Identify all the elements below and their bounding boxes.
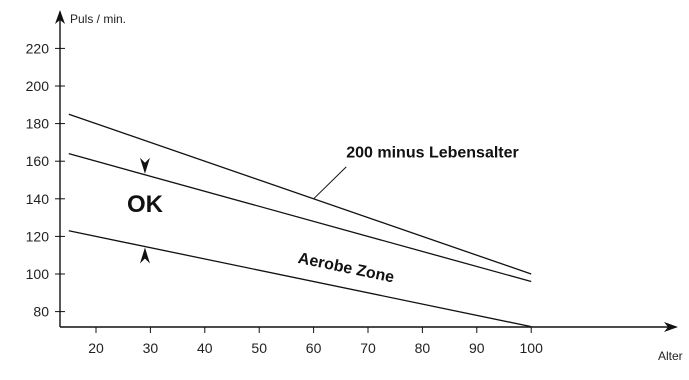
- series-line-upper-bound: [68, 153, 532, 283]
- series-label-callout: [313, 166, 347, 200]
- x-tick-label: 60: [306, 340, 322, 356]
- ok-label: OK: [127, 191, 164, 218]
- y-axis-ticks: 80 100 120 140 160 180 200 220: [26, 40, 65, 320]
- y-tick-label: 200: [26, 78, 50, 94]
- series-line-lower-bound: [68, 230, 532, 328]
- arrow-down-icon: [139, 157, 150, 174]
- x-axis-ticks: 20 30 40 50 60 70 80 90 100: [88, 327, 543, 356]
- x-tick-label: 90: [469, 340, 485, 356]
- y-tick-label: 100: [26, 266, 50, 282]
- x-tick-label: 20: [88, 340, 104, 356]
- y-tick-label: 120: [26, 228, 50, 244]
- y-tick-label: 140: [26, 191, 50, 207]
- x-tick-label: 100: [520, 340, 544, 356]
- x-axis-title: Alter: [658, 349, 683, 363]
- x-tick-label: 50: [251, 340, 267, 356]
- y-axis-title: Puls / min.: [70, 12, 126, 26]
- series-label-200-minus-age: 200 minus Lebensalter: [346, 144, 519, 161]
- series-line-200-minus-age: [68, 113, 532, 275]
- x-tick-label: 80: [415, 340, 431, 356]
- y-tick-label: 160: [26, 153, 50, 169]
- y-tick-label: 180: [26, 116, 50, 132]
- arrow-up-icon: [139, 247, 150, 264]
- x-tick-label: 70: [360, 340, 376, 356]
- series-lines: [68, 113, 532, 328]
- y-tick-label: 80: [33, 304, 49, 320]
- y-tick-label: 220: [26, 40, 50, 56]
- x-tick-label: 30: [143, 340, 159, 356]
- x-tick-label: 40: [197, 340, 213, 356]
